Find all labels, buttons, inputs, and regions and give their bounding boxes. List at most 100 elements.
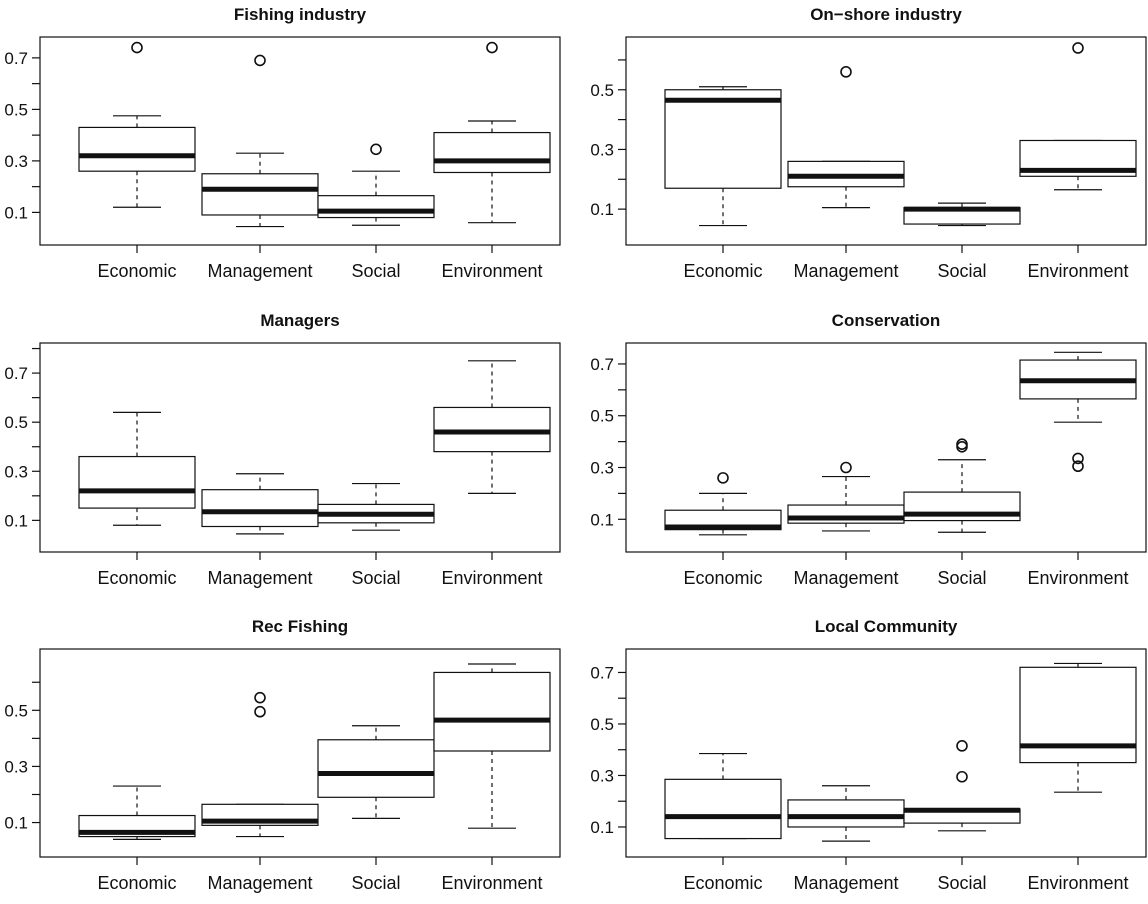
x-category-label: Management — [207, 568, 312, 588]
panel-title: On−shore industry — [810, 5, 962, 24]
iqr-box — [201, 489, 319, 528]
box-environment — [1019, 662, 1137, 793]
box-economic — [664, 752, 782, 840]
box-management — [201, 54, 319, 228]
panel-2: Managers 0.1 0.3 0.5 0.7 Economic Management So… — [4, 311, 561, 588]
box-social — [317, 482, 435, 531]
x-category-label: Social — [937, 568, 986, 588]
iqr-box — [317, 195, 435, 219]
panel-1: On−shore industry 0.1 0.3 0.5 Economic Manage… — [590, 5, 1147, 281]
x-category-label: Social — [937, 261, 986, 281]
outlier-point — [486, 41, 498, 54]
box-environment — [1019, 351, 1137, 473]
x-category-label: Environment — [441, 568, 542, 588]
box-environment — [433, 41, 551, 224]
box-social — [317, 143, 435, 226]
plot-frame — [625, 648, 1147, 858]
x-category-label: Social — [351, 568, 400, 588]
y-tick-label: 0.1 — [4, 814, 28, 833]
plot-frame — [39, 342, 561, 553]
y-tick-label: 0.1 — [4, 511, 28, 530]
box-management — [787, 785, 905, 842]
outlier-point — [956, 770, 968, 783]
plot-frame — [625, 342, 1147, 553]
box-management — [201, 473, 319, 535]
box-environment — [433, 663, 551, 829]
panel-4: Rec Fishing 0.1 0.3 0.5 Economic Management So… — [4, 617, 561, 893]
plot-frame — [625, 36, 1147, 246]
box-social — [317, 725, 435, 819]
y-tick-label: 0.5 — [4, 100, 28, 119]
y-tick-label: 0.3 — [590, 766, 614, 785]
outlier-point — [840, 66, 852, 78]
iqr-box — [433, 671, 551, 752]
y-tick-label: 0.7 — [590, 663, 614, 682]
x-category-label: Management — [793, 873, 898, 893]
y-tick-label: 0.7 — [590, 355, 614, 374]
iqr-box — [201, 173, 319, 216]
panel-title: Conservation — [832, 311, 941, 330]
panel-title: Fishing industry — [234, 5, 367, 24]
x-category-label: Economic — [97, 261, 176, 281]
y-tick-label: 0.3 — [4, 152, 28, 171]
x-category-label: Economic — [97, 873, 176, 893]
box-economic — [78, 411, 196, 526]
box-economic — [78, 785, 196, 840]
box-environment — [433, 360, 551, 494]
y-tick-label: 0.1 — [4, 203, 28, 222]
x-category-label: Social — [351, 261, 400, 281]
y-tick-label: 0.7 — [4, 49, 28, 68]
y-tick-label: 0.5 — [590, 715, 614, 734]
y-tick-label: 0.1 — [590, 200, 614, 219]
x-category-label: Social — [351, 873, 400, 893]
outlier-point — [717, 472, 729, 484]
y-tick-label: 0.5 — [590, 407, 614, 426]
box-management — [787, 66, 905, 209]
panel-3: Conservation 0.1 0.3 0.5 0.7 Economic Manageme… — [590, 311, 1147, 588]
outlier-point — [370, 143, 382, 156]
x-category-label: Management — [793, 568, 898, 588]
y-tick-label: 0.5 — [4, 701, 28, 720]
outlier-point — [131, 41, 143, 54]
iqr-box — [433, 131, 551, 174]
plot-frame — [39, 36, 561, 246]
box-social — [903, 202, 1021, 227]
x-category-label: Management — [793, 261, 898, 281]
y-tick-label: 0.3 — [4, 462, 28, 481]
box-economic — [664, 472, 782, 536]
y-tick-label: 0.1 — [590, 510, 614, 529]
iqr-box — [317, 739, 435, 798]
y-tick-label: 0.1 — [590, 818, 614, 837]
y-tick-label: 0.3 — [590, 140, 614, 159]
iqr-box — [787, 799, 905, 828]
box-economic — [78, 41, 196, 208]
box-environment — [1019, 42, 1137, 191]
plot-frame — [39, 648, 561, 858]
box-management — [787, 461, 905, 532]
y-tick-label: 0.3 — [590, 459, 614, 478]
outlier-point — [1072, 42, 1084, 54]
outlier-point — [254, 54, 266, 67]
x-category-label: Environment — [1027, 261, 1128, 281]
panel-title: Local Community — [815, 617, 958, 636]
outlier-point — [956, 438, 968, 451]
x-category-label: Social — [937, 873, 986, 893]
box-social — [903, 438, 1021, 533]
y-tick-label: 0.5 — [4, 413, 28, 432]
y-tick-label: 0.7 — [4, 364, 28, 383]
outlier-point — [254, 705, 266, 718]
outlier-point — [840, 461, 852, 474]
outlier-point — [1072, 460, 1084, 473]
iqr-box — [664, 778, 782, 840]
x-category-label: Economic — [97, 568, 176, 588]
x-category-label: Economic — [683, 568, 762, 588]
x-category-label: Economic — [683, 873, 762, 893]
x-category-label: Environment — [1027, 873, 1128, 893]
iqr-box — [78, 126, 196, 172]
panel-title: Rec Fishing — [252, 617, 348, 636]
x-category-label: Management — [207, 873, 312, 893]
box-economic — [664, 86, 782, 227]
outlier-point — [254, 691, 266, 704]
